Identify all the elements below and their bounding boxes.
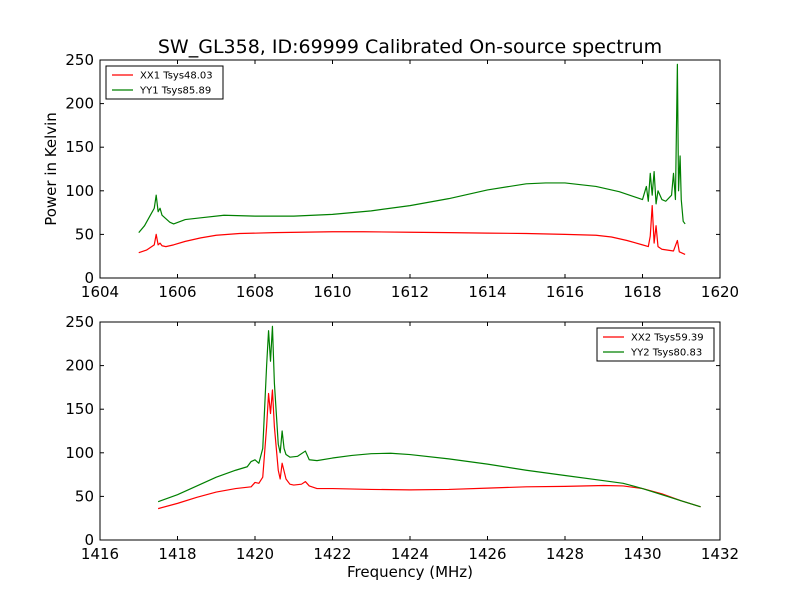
legend: XX2 Tsys59.39 YY2 Tsys80.83 <box>596 327 715 362</box>
y-tick-label: 100 <box>65 182 94 200</box>
x-tick-label: 1616 <box>546 283 584 301</box>
series-line-1 <box>138 205 686 256</box>
y-tick-label: 150 <box>65 400 94 418</box>
y-tick-label: 0 <box>84 269 94 287</box>
legend-label: YY2 Tsys80.83 <box>630 348 702 359</box>
y-tick-label: 150 <box>65 138 94 156</box>
plot-layer: 1604 1606 1608 1610 1612 1614 1616 1618 16200501… <box>42 51 739 581</box>
x-tick-label: 1416 <box>81 545 119 563</box>
x-tick-label: 1432 <box>701 545 739 563</box>
chart-title: SW_GL358, ID:69999 Calibrated On-source … <box>158 36 662 58</box>
subplot-1: 1604 1606 1608 1610 1612 1614 1616 1618 1620 0 50 1… <box>42 51 739 301</box>
series-line-1 <box>157 389 701 510</box>
legend-label: XX2 Tsys59.39 <box>631 333 704 344</box>
x-tick-label: 1428 <box>546 545 584 563</box>
x-tick-label: 1618 <box>623 283 661 301</box>
x-tick-label: 1620 <box>701 283 739 301</box>
legend-box <box>596 327 715 362</box>
x-tick-label: 1424 <box>391 545 429 563</box>
x-axis-label: Frequency (MHz) <box>347 563 473 581</box>
x-tick-label: 1426 <box>468 545 506 563</box>
x-tick-label: 1610 <box>313 283 351 301</box>
legend-label: XX1 Tsys48.03 <box>140 71 213 82</box>
legend: XX1 Tsys48.03 YY1 Tsys85.89 <box>105 65 224 100</box>
x-tick-label: 1608 <box>236 283 274 301</box>
y-tick-label: 250 <box>65 313 94 331</box>
series-line-2 <box>138 63 686 234</box>
series-line-2 <box>157 325 701 508</box>
y-tick-label: 100 <box>65 444 94 462</box>
y-tick-label: 50 <box>75 487 94 505</box>
y-tick-label: 50 <box>75 225 94 243</box>
legend-box <box>105 65 224 100</box>
y-tick-label: 200 <box>65 357 94 375</box>
x-tick-label: 1606 <box>158 283 196 301</box>
x-tick-label: 1604 <box>81 283 119 301</box>
y-tick-label: 0 <box>84 531 94 549</box>
x-tick-label: 1418 <box>158 545 196 563</box>
subplot-2: 1416 1418 1420 1422 1424 1426 1428 1430 1432 0 50 1… <box>65 313 739 581</box>
y-axis-label: Power in Kelvin <box>42 112 60 226</box>
x-tick-label: 1614 <box>468 283 506 301</box>
x-tick-label: 1420 <box>236 545 274 563</box>
legend-label: YY1 Tsys85.89 <box>139 86 211 97</box>
x-tick-label: 1422 <box>313 545 351 563</box>
x-tick-label: 1430 <box>623 545 661 563</box>
y-tick-label: 200 <box>65 95 94 113</box>
x-tick-label: 1612 <box>391 283 429 301</box>
y-tick-label: 250 <box>65 51 94 69</box>
